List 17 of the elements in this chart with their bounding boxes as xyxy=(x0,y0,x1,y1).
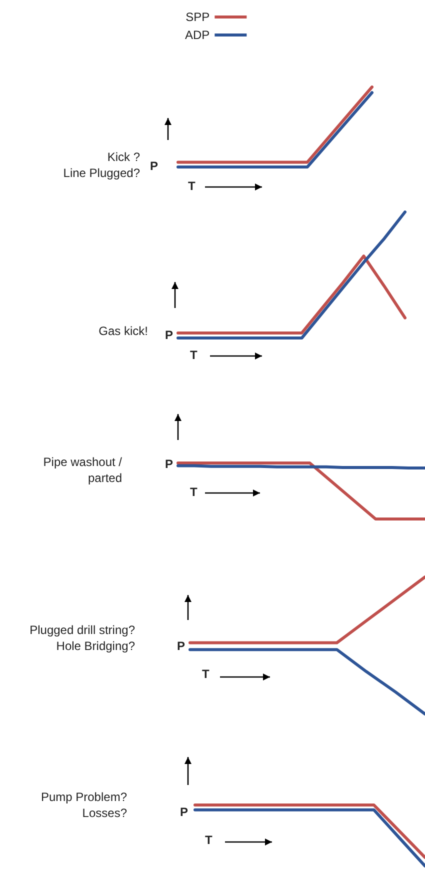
legend-label: ADP xyxy=(184,28,210,42)
x-axis-title: T xyxy=(188,178,196,194)
x-axis-title: T xyxy=(202,666,210,682)
y-axis-title: P xyxy=(150,158,158,174)
x-axis-title: T xyxy=(190,347,198,363)
text: Pump Problem? Losses? xyxy=(40,789,127,821)
text: Kick ? Line Plugged? xyxy=(63,149,140,181)
y-axis-title: P xyxy=(177,638,186,654)
x-axis-title: T xyxy=(205,832,212,848)
text: Gas kick! xyxy=(98,323,148,339)
y-axis-title: P xyxy=(165,327,174,343)
y-axis-title: P xyxy=(180,804,188,820)
chart-title: Pipe washout / parted xyxy=(43,454,122,486)
text: Plugged drill string? Hole Bridging? xyxy=(30,622,135,654)
y-axis-title: P xyxy=(165,456,174,472)
legend-label: SPP xyxy=(186,10,210,24)
x-axis-title: T xyxy=(190,484,198,500)
